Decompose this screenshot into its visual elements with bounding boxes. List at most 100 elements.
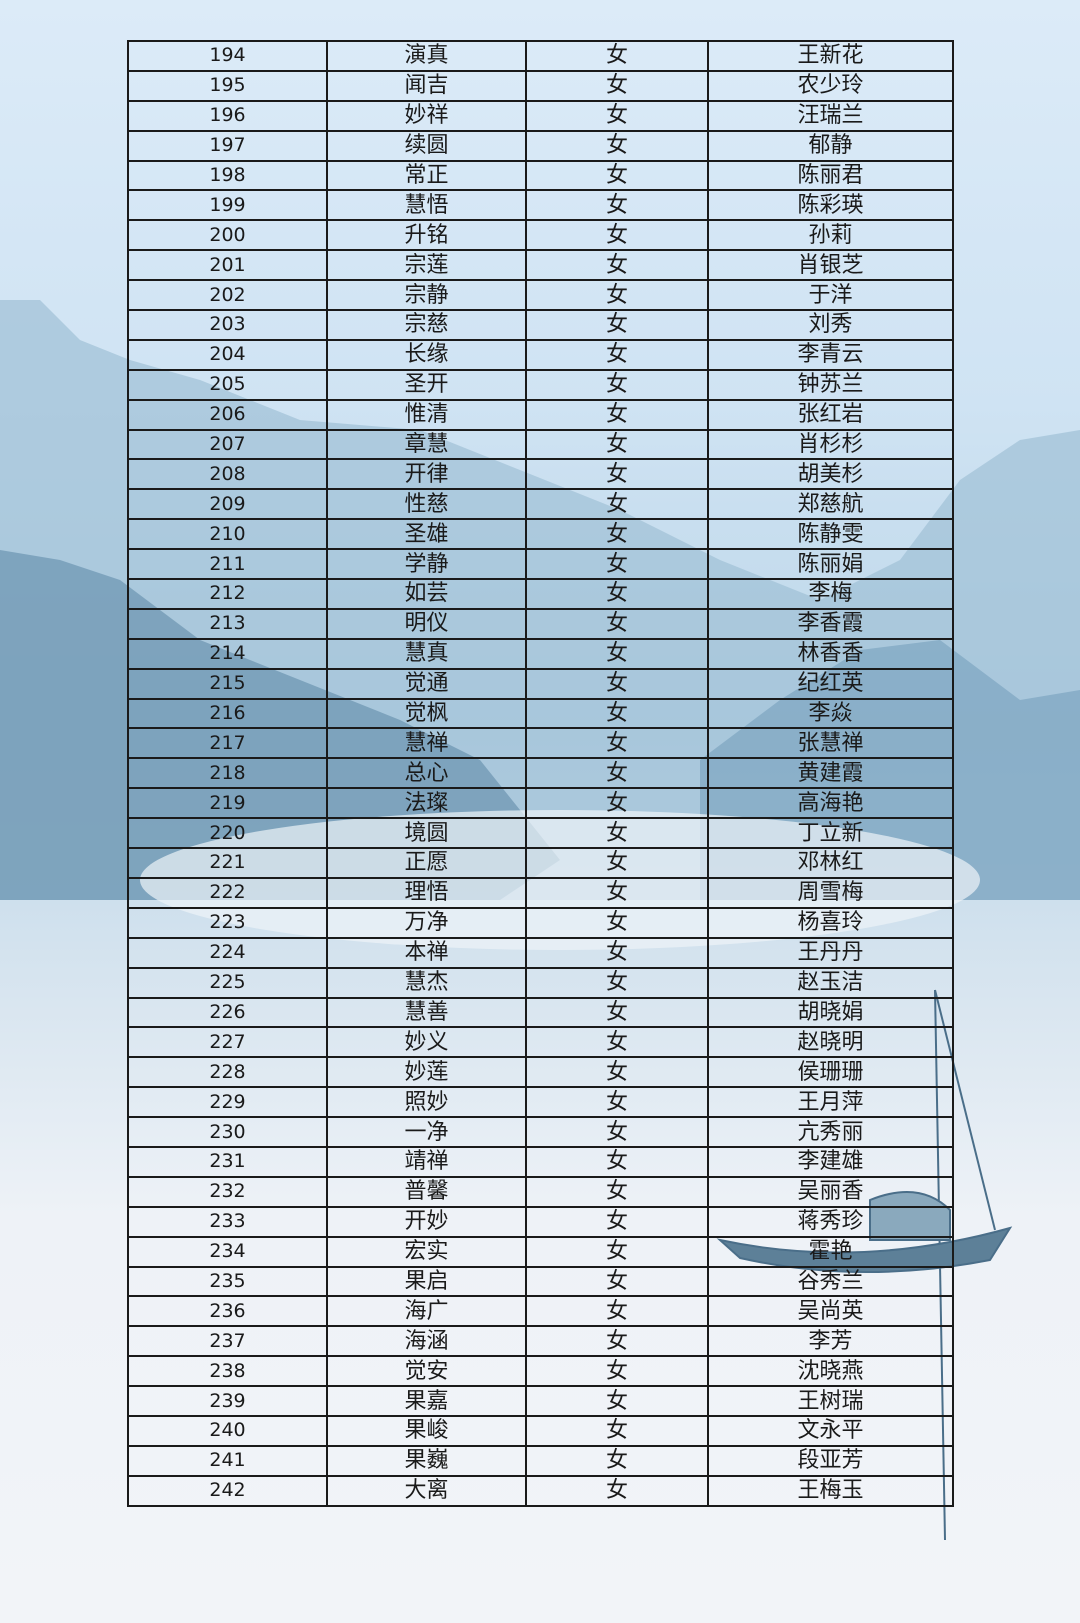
dharma-name-cell: 演真: [326, 40, 527, 72]
name-cell: 农少玲: [707, 69, 954, 102]
name-cell: 谷秀兰: [707, 1265, 954, 1298]
name-cell: 丁立新: [707, 817, 954, 850]
number-cell: 194: [127, 40, 328, 72]
table-row: 215 觉通女纪红英: [127, 667, 954, 700]
name-cell: 孙莉: [707, 219, 954, 252]
number-cell: 240: [127, 1414, 328, 1447]
table-row: 211 学静女陈丽娟: [127, 548, 954, 581]
name-cell: 李焱: [707, 697, 954, 730]
name-cell: 张红岩: [707, 398, 954, 431]
table-row: 235 果启女谷秀兰: [127, 1265, 954, 1298]
table-row: 198 常正女陈丽君: [127, 159, 954, 192]
table-row: 220 境圆女丁立新: [127, 817, 954, 850]
dharma-name-cell: 妙莲: [326, 1056, 527, 1089]
gender-cell: 女: [525, 338, 709, 371]
gender-cell: 女: [525, 757, 709, 790]
number-cell: 225: [127, 966, 328, 999]
table-row: 228 妙莲女侯珊珊: [127, 1056, 954, 1089]
table-row: 232 普馨女吴丽香: [127, 1175, 954, 1208]
gender-cell: 女: [525, 1355, 709, 1388]
name-cell: 邓林红: [707, 847, 954, 879]
table-row: 202 宗静女于洋: [127, 279, 954, 312]
number-cell: 217: [127, 727, 328, 760]
table-row: 199 慧悟女陈彩瑛: [127, 189, 954, 222]
table-row: 237 海涵女李芳: [127, 1325, 954, 1358]
name-cell: 李梅: [707, 578, 954, 610]
table-row: 206 惟清女张红岩: [127, 398, 954, 431]
table-row: 203 宗慈女刘秀: [127, 309, 954, 341]
dharma-name-cell: 理悟: [326, 876, 527, 909]
gender-cell: 女: [525, 518, 709, 551]
number-cell: 241: [127, 1444, 328, 1477]
table-row: 242 大离女王梅玉: [127, 1474, 954, 1507]
table-row: 226 慧善女胡晓娟: [127, 996, 954, 1029]
gender-cell: 女: [525, 1116, 709, 1148]
name-cell: 林香香: [707, 637, 954, 670]
number-cell: 210: [127, 518, 328, 551]
dharma-name-cell: 慧杰: [326, 966, 527, 999]
gender-cell: 女: [525, 1325, 709, 1358]
dharma-name-cell: 常正: [326, 159, 527, 192]
gender-cell: 女: [525, 1086, 709, 1119]
gender-cell: 女: [525, 1265, 709, 1298]
gender-cell: 女: [525, 936, 709, 969]
dharma-name-cell: 开妙: [326, 1205, 527, 1238]
number-cell: 239: [127, 1385, 328, 1417]
dharma-name-cell: 靖禅: [326, 1145, 527, 1178]
dharma-name-cell: 续圆: [326, 129, 527, 162]
dharma-name-cell: 学静: [326, 548, 527, 581]
table-row: 210 圣雄女陈静雯: [127, 518, 954, 551]
table-row: 207 章慧女肖杉杉: [127, 428, 954, 461]
number-cell: 207: [127, 428, 328, 461]
number-cell: 205: [127, 368, 328, 401]
name-cell: 李芳: [707, 1325, 954, 1358]
number-cell: 208: [127, 458, 328, 491]
table-row: 217 慧禅女张慧禅: [127, 727, 954, 760]
dharma-name-cell: 普馨: [326, 1175, 527, 1208]
dharma-name-cell: 宗莲: [326, 249, 527, 282]
number-cell: 201: [127, 249, 328, 282]
gender-cell: 女: [525, 1056, 709, 1089]
gender-cell: 女: [525, 817, 709, 850]
gender-cell: 女: [525, 1295, 709, 1328]
table-row: 239 果嘉女王树瑞: [127, 1385, 954, 1417]
gender-cell: 女: [525, 129, 709, 162]
gender-cell: 女: [525, 787, 709, 820]
table-row: 241 果巍女段亚芳: [127, 1444, 954, 1477]
name-cell: 胡晓娟: [707, 996, 954, 1029]
dharma-name-cell: 海广: [326, 1295, 527, 1328]
gender-cell: 女: [525, 99, 709, 132]
name-cell: 李香霞: [707, 607, 954, 640]
table-row: 195 闻吉女农少玲: [127, 69, 954, 102]
table-row: 204 长缘女李青云: [127, 338, 954, 371]
gender-cell: 女: [525, 548, 709, 581]
dharma-name-cell: 如芸: [326, 578, 527, 610]
gender-cell: 女: [525, 906, 709, 939]
dharma-name-cell: 性慈: [326, 488, 527, 521]
number-cell: 204: [127, 338, 328, 371]
name-cell: 黄建霞: [707, 757, 954, 790]
table-row: 218 总心女黄建霞: [127, 757, 954, 790]
dharma-name-cell: 果巍: [326, 1444, 527, 1477]
gender-cell: 女: [525, 219, 709, 252]
number-cell: 236: [127, 1295, 328, 1328]
gender-cell: 女: [525, 458, 709, 491]
gender-cell: 女: [525, 1385, 709, 1417]
gender-cell: 女: [525, 1145, 709, 1178]
name-cell: 吴尚英: [707, 1295, 954, 1328]
table-row: 201 宗莲女肖银芝: [127, 249, 954, 282]
dharma-name-cell: 慧禅: [326, 727, 527, 760]
gender-cell: 女: [525, 309, 709, 341]
dharma-name-cell: 闻吉: [326, 69, 527, 102]
gender-cell: 女: [525, 578, 709, 610]
name-cell: 胡美杉: [707, 458, 954, 491]
number-cell: 235: [127, 1265, 328, 1298]
name-cell: 亢秀丽: [707, 1116, 954, 1148]
name-cell: 高海艳: [707, 787, 954, 820]
number-cell: 233: [127, 1205, 328, 1238]
dharma-name-cell: 慧善: [326, 996, 527, 1029]
number-cell: 234: [127, 1235, 328, 1268]
gender-cell: 女: [525, 249, 709, 282]
gender-cell: 女: [525, 69, 709, 102]
name-cell: 王梅玉: [707, 1474, 954, 1507]
